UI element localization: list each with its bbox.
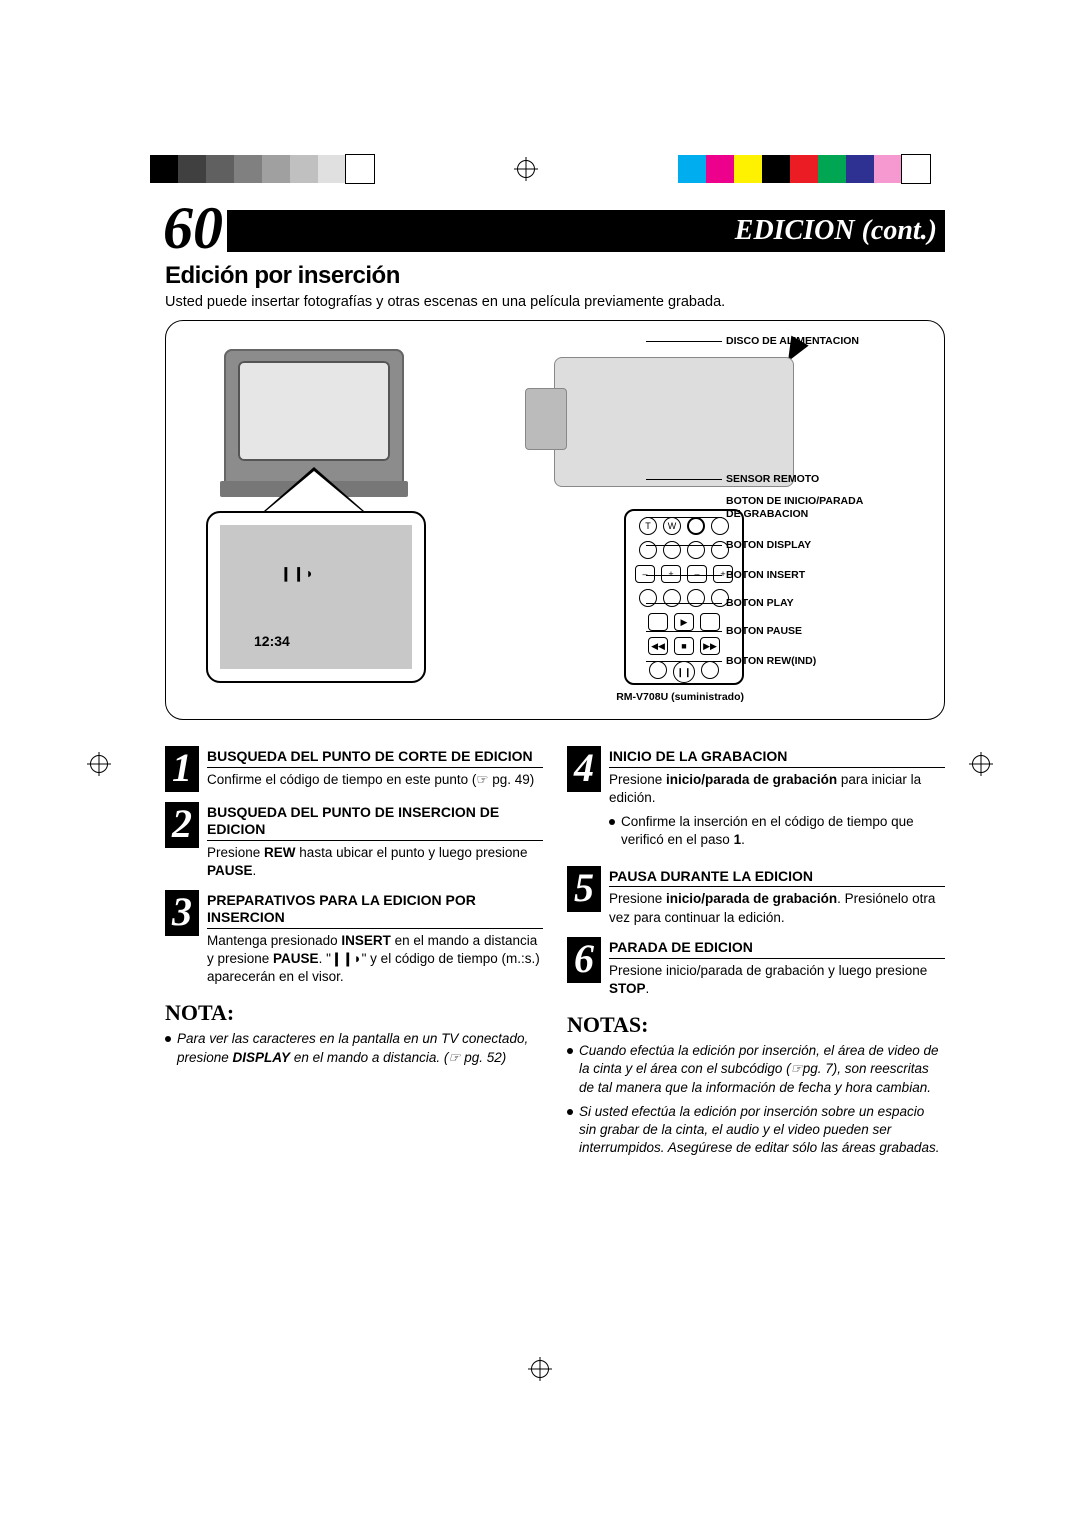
leader-line — [646, 661, 722, 662]
insert-pause-icon: ❙❙◗ — [280, 565, 315, 582]
color-swatch — [346, 155, 374, 183]
step-title: PAUSA DURANTE LA EDICION — [609, 868, 945, 888]
remote-caption: RM-V708U (suministrado) — [616, 691, 744, 703]
note-item: Cuando efectúa la edición por inserción,… — [567, 1042, 945, 1097]
color-swatch — [178, 155, 206, 183]
color-swatch — [846, 155, 874, 183]
timecode: 12:34 — [254, 633, 290, 649]
step-body: Confirme el código de tiempo en este pun… — [207, 771, 543, 789]
diagram-label: BOTON DE INICIO/PARADADE GRABACION — [726, 495, 863, 520]
diagram-label: BOTON REW(IND) — [726, 655, 816, 668]
step: 1 BUSQUEDA DEL PUNTO DE CORTE DE EDICION C… — [165, 746, 543, 792]
leader-line — [646, 517, 722, 518]
color-swatch — [874, 155, 902, 183]
step-body: Presione inicio/parada de grabación. Pre… — [609, 890, 945, 926]
intro-text: Usted puede insertar fotografías y otras… — [165, 294, 945, 310]
step-number: 4 — [567, 746, 601, 792]
step: 3PREPARATIVOS PARA LA EDICION POR INSERC… — [165, 890, 543, 986]
registration-mark-icon — [972, 755, 990, 773]
header-title: EDICION (cont.) — [735, 215, 937, 247]
registration-mark-icon — [90, 755, 108, 773]
registration-mark-icon — [517, 160, 535, 178]
note-item: Si usted efectúa la edición por inserció… — [567, 1103, 945, 1158]
step-title: PREPARATIVOS PARA LA EDICION POR INSERCI… — [207, 892, 543, 929]
color-swatch — [902, 155, 930, 183]
right-column: 4 INICIO DE LA GRABACION Presione inicio/p… — [567, 736, 945, 1163]
step-body: Presione REW hasta ubicar el punto y lue… — [207, 844, 543, 880]
viewfinder-screen: ❙❙◗ 12:34 — [206, 511, 426, 683]
step: 6 PARADA DE EDICION Presione inicio/parada… — [567, 937, 945, 998]
color-swatch — [262, 155, 290, 183]
step-sub: Confirme la inserción en el código de ti… — [621, 813, 945, 849]
page-number: 60 — [163, 194, 227, 263]
step-title: BUSQUEDA DEL PUNTO DE INSERCION DE EDICI… — [207, 804, 543, 841]
diagram-label: SENSOR REMOTO — [726, 473, 819, 486]
nota-heading: NOTA: — [165, 1000, 543, 1026]
color-swatch — [290, 155, 318, 183]
note-item: Para ver las caracteres en la pantalla e… — [165, 1030, 543, 1066]
step-number: 5 — [567, 866, 601, 912]
color-swatch — [206, 155, 234, 183]
camcorder-illustration — [554, 357, 794, 487]
color-swatch — [790, 155, 818, 183]
section-title: Edición por inserción — [165, 262, 945, 290]
color-swatch — [762, 155, 790, 183]
diagram-label: BOTON PLAY — [726, 597, 794, 610]
step-title: PARADA DE EDICION — [609, 939, 945, 959]
step-title: INICIO DE LA GRABACION — [609, 748, 945, 768]
print-color-bar — [0, 155, 1080, 183]
color-swatch — [150, 155, 178, 183]
step-body: Mantenga presionado INSERT en el mando a… — [207, 932, 543, 987]
step-number: 1 — [165, 746, 199, 792]
diagram-label: BOTON INSERT — [726, 569, 805, 582]
notas-heading: NOTAS: — [567, 1012, 945, 1038]
step: 2BUSQUEDA DEL PUNTO DE INSERCION DE EDIC… — [165, 802, 543, 880]
color-swatch — [318, 155, 346, 183]
diagram-label: BOTON DISPLAY — [726, 539, 811, 552]
diagram: ❙❙◗ 12:34 TW –+–+ ▶ ◀◀■▶▶ ❙❙ RM-V708U (s… — [165, 320, 945, 720]
leader-line — [646, 341, 722, 342]
step-number: 3 — [165, 890, 199, 936]
step: 5 PAUSA DURANTE LA EDICIONPresione inicio… — [567, 866, 945, 927]
registration-mark-icon — [531, 1360, 549, 1378]
step-body: Presione inicio/parada de grabación para… — [609, 771, 945, 807]
color-swatch — [734, 155, 762, 183]
leader-line — [646, 603, 722, 604]
diagram-label: BOTON PAUSE — [726, 625, 802, 638]
leader-line — [646, 631, 722, 632]
diagram-label: DISCO DE ALIMENTACION — [726, 335, 859, 348]
page-content: 60 EDICION (cont.) Edición por inserción… — [165, 210, 945, 1163]
leader-line — [646, 545, 722, 546]
leader-line — [646, 479, 722, 480]
step-title: BUSQUEDA DEL PUNTO DE CORTE DE EDICION — [207, 748, 543, 768]
color-swatch — [234, 155, 262, 183]
color-swatch — [818, 155, 846, 183]
step-body: Presione inicio/parada de grabación y lu… — [609, 962, 945, 998]
color-swatch — [706, 155, 734, 183]
step: 4 INICIO DE LA GRABACION Presione inicio/p… — [567, 746, 945, 856]
leader-line — [646, 575, 722, 576]
page-header: 60 EDICION (cont.) — [165, 210, 945, 252]
left-column: 1 BUSQUEDA DEL PUNTO DE CORTE DE EDICION C… — [165, 736, 543, 1163]
step-number: 6 — [567, 937, 601, 983]
color-swatch — [678, 155, 706, 183]
step-number: 2 — [165, 802, 199, 848]
